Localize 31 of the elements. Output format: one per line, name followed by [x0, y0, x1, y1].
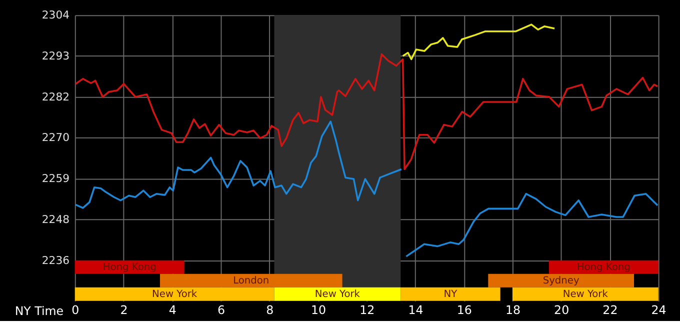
x-tick-label: 4 — [168, 303, 176, 318]
x-tick-label: 12 — [360, 303, 375, 318]
x-tick-label: 0 — [72, 303, 80, 318]
y-tick-label: 2293 — [42, 49, 70, 62]
band-label: NY — [444, 289, 458, 300]
band-label: Hong Kong — [102, 262, 156, 274]
x-tick-label: 8 — [266, 303, 274, 318]
y-tick-label: 2270 — [42, 131, 70, 144]
x-tick-label: 22 — [602, 303, 618, 318]
band-label: Sydney — [542, 276, 580, 287]
y-tick-label: 2259 — [42, 172, 70, 186]
line-series — [74, 53, 658, 170]
band-label: New York — [314, 289, 360, 300]
y-tick-label: 2304 — [42, 8, 70, 22]
x-tick-label: 14 — [408, 303, 424, 318]
y-tick-label: 2236 — [42, 254, 70, 267]
x-tick-label: 18 — [505, 303, 520, 318]
x-tick-label: 16 — [456, 303, 472, 318]
line-series — [402, 24, 556, 60]
x-tick-label: 10 — [310, 303, 326, 318]
band-label: New York — [152, 289, 198, 300]
band-label: London — [233, 276, 270, 287]
x-axis-title: NY Time — [14, 304, 64, 318]
x-tick-label: 2 — [120, 303, 128, 318]
x-tick-label: 20 — [554, 303, 570, 318]
y-tick-label: 2282 — [42, 90, 70, 104]
band-label: New York — [562, 289, 608, 300]
x-tick-label: 6 — [217, 303, 226, 318]
band-label: Hong Kong — [576, 262, 630, 274]
x-tick-label: 24 — [651, 303, 666, 318]
y-tick-label: 2248 — [42, 212, 70, 226]
